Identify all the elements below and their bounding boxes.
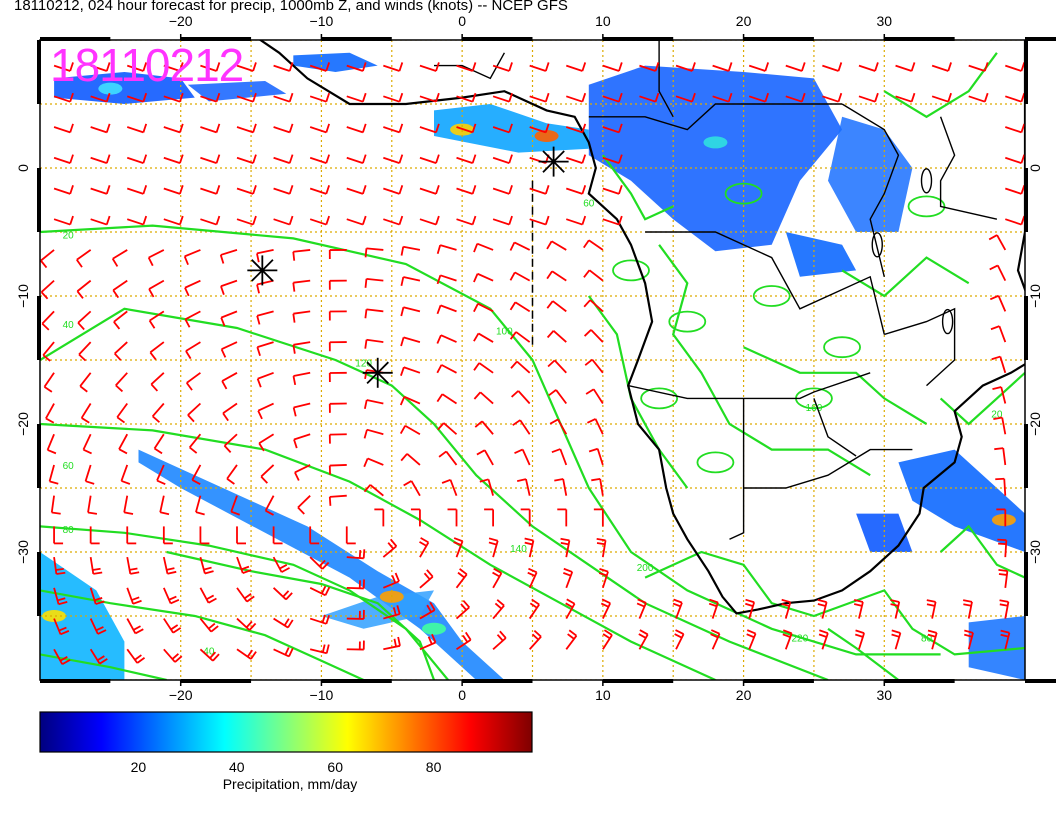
map-title: 18110212, 024 hour forecast for precip, … [14,0,568,14]
lon-tick-label-top: 0 [458,13,466,29]
svg-text:160: 160 [806,403,823,414]
svg-text:60: 60 [63,461,75,472]
lon-tick-label-top: 10 [595,13,611,29]
lon-tick-label-bottom: −10 [310,687,334,703]
lat-tick-label-left: −20 [15,412,31,436]
lat-tick-label-right: −10 [1027,284,1043,308]
timestamp-stamp: 18110212 [50,38,243,92]
svg-text:40: 40 [63,320,75,331]
lat-tick-label-right: −30 [1027,540,1043,564]
colorbar-tick-label: 40 [229,759,245,775]
lon-tick-label-top: −10 [310,13,334,29]
colorbar-tick-label: 80 [426,759,442,775]
lon-tick-label-top: −20 [169,13,193,29]
lon-tick-label-bottom: −20 [169,687,193,703]
colorbar-tick-label: 60 [327,759,343,775]
colorbar: 20 40 60 80 [40,712,532,775]
colorbar-tick-label: 20 [131,759,147,775]
lon-tick-label-bottom: 10 [595,687,611,703]
lon-tick-label-bottom: 20 [736,687,752,703]
asterisk-marker-3 [539,147,569,177]
lat-tick-label-right: 0 [1027,164,1043,172]
lat-tick-label-right: −20 [1027,412,1043,436]
svg-text:20: 20 [63,230,75,241]
svg-text:60: 60 [583,198,595,209]
asterisk-marker-1 [247,255,277,285]
lat-tick-label-left: 0 [15,164,31,172]
lat-tick-label-left: −30 [15,540,31,564]
colorbar-label: Precipitation, mm/day [0,776,580,792]
asterisk-marker-2 [363,358,393,388]
svg-text:80: 80 [63,525,75,536]
lon-tick-label-top: 30 [876,13,892,29]
colorbar-gradient [40,712,532,752]
lon-tick-label-top: 20 [736,13,752,29]
svg-text:140: 140 [510,544,527,555]
lon-tick-label-bottom: 30 [876,687,892,703]
svg-text:200: 200 [637,563,654,574]
svg-text:220: 220 [792,634,809,645]
svg-text:100: 100 [496,326,513,337]
lon-tick-label-bottom: 0 [458,687,466,703]
lat-tick-label-left: −10 [15,284,31,308]
